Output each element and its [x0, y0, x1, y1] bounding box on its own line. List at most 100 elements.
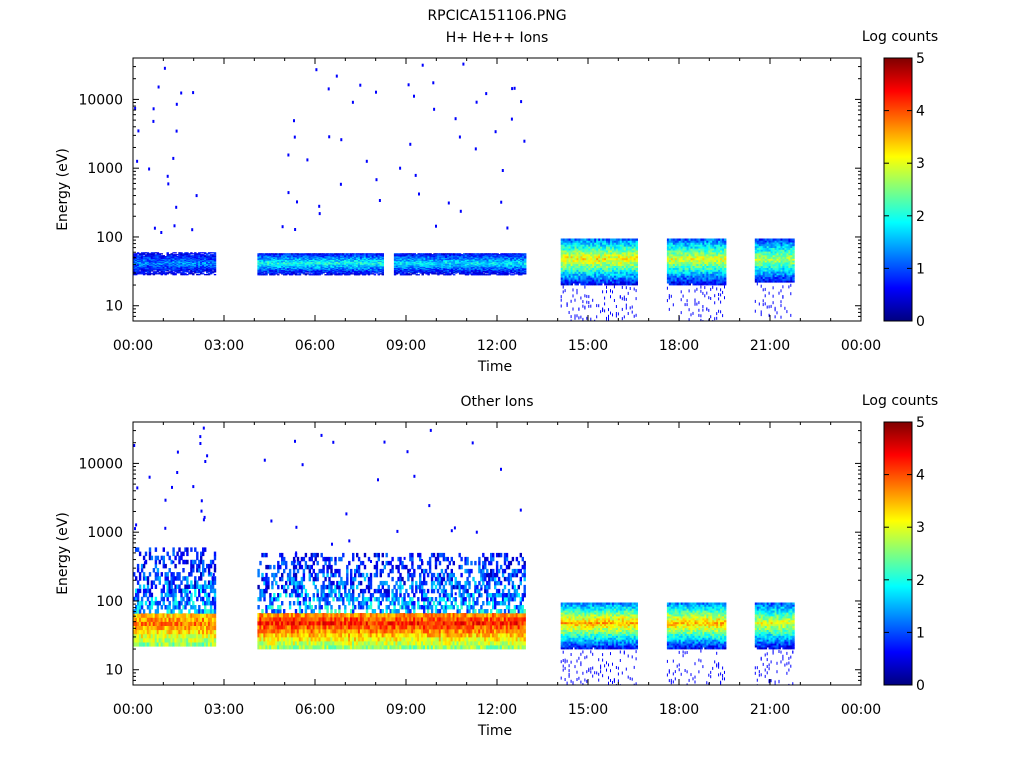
spectrogram-cell [142, 257, 146, 259]
spectrogram-cell [196, 270, 199, 272]
spectrogram-cell [458, 273, 462, 275]
spectrogram-cell [135, 273, 138, 275]
spectrogram-cell [340, 266, 343, 269]
spectrogram-cell [178, 264, 181, 266]
spectrogram-cell [417, 265, 420, 267]
spectrogram-cell [198, 257, 201, 260]
spectrogram-cell [464, 265, 468, 267]
spectrogram-cell [135, 263, 138, 265]
spectrogram-cell [350, 264, 353, 266]
spectrogram-cell [148, 258, 152, 261]
spectrogram-cell [504, 273, 507, 275]
spectrogram-cell [279, 265, 282, 267]
spectrogram-cell [443, 258, 446, 260]
spectrogram-cell [494, 256, 497, 259]
spectrogram-cell [186, 255, 189, 257]
spectrogram-cell [522, 255, 525, 257]
spectrogram-cell [413, 262, 416, 264]
spectrogram-cell [594, 277, 597, 280]
spectrogram-cell [373, 265, 377, 267]
spectrogram-cell [164, 259, 167, 262]
spectrogram-cell [263, 271, 266, 273]
spectrogram-cell [200, 266, 203, 268]
spectrogram-cell [344, 253, 347, 255]
spectrogram-cell [142, 258, 146, 261]
spectrogram-cell [292, 270, 296, 272]
spectrogram-cell [182, 274, 185, 276]
spectrogram-cell [590, 261, 593, 265]
spectrogram-cell [447, 253, 450, 255]
spectrogram-cell [314, 253, 317, 255]
spectrogram-cell [263, 257, 266, 260]
spectrogram-cell [304, 273, 308, 275]
spectrogram-cell [202, 271, 205, 273]
spectrogram-cell [562, 290, 564, 294]
spectrogram-cell [397, 258, 401, 260]
spectrogram-cell [516, 269, 519, 271]
spectrogram-cell [211, 258, 215, 261]
spectrogram-cell [445, 266, 448, 269]
spectrogram-cell [631, 242, 635, 245]
spectrogram-cell [472, 271, 476, 273]
spectrogram-cell [152, 261, 156, 263]
spectrogram-cell [365, 259, 369, 261]
spectrogram-cell [138, 263, 142, 265]
spectrogram-cell [570, 248, 573, 251]
spectrogram-cell [441, 259, 444, 261]
spectrogram-cell [300, 268, 304, 270]
spectrogram-cell [354, 259, 357, 261]
spectrogram-cell [502, 262, 505, 264]
spectrogram-cell [625, 277, 629, 280]
spectrogram-cell [633, 271, 637, 274]
spectrogram-cell [340, 259, 343, 261]
spectrogram-cell [427, 261, 430, 263]
spectrogram-cell [186, 270, 189, 272]
spectrogram-cell [606, 240, 609, 243]
spectrogram-cell [207, 268, 211, 270]
spectrogram-cell [361, 266, 365, 269]
spectrogram-cell [423, 257, 426, 260]
spectrogram-cell [312, 268, 315, 270]
spectrogram-cell [150, 264, 154, 266]
spectrogram-cell [470, 270, 474, 272]
spectrogram-cell [621, 271, 625, 274]
spectrogram-cell [447, 274, 450, 276]
spectrogram-cell [375, 253, 379, 255]
spectrogram-cell [375, 254, 379, 256]
spectrogram-cell [419, 263, 422, 265]
spectrogram-cell [144, 266, 148, 268]
spectrogram-cell [324, 258, 327, 260]
spectrogram-cell [277, 267, 280, 269]
spectrogram-cell [486, 254, 489, 256]
spectrogram-cell [206, 264, 209, 266]
spectrogram-cell [178, 255, 181, 257]
spectrogram-cell [476, 267, 480, 269]
spectrogram-cell [292, 268, 296, 270]
spectrogram-cell [133, 259, 136, 262]
spectrogram-cell [399, 263, 403, 265]
spectrogram-cell [584, 238, 587, 241]
spectrogram-cell [259, 271, 262, 273]
spectrogram-cell [320, 270, 323, 272]
spectrogram-cell [445, 265, 448, 267]
spectrogram-cell [522, 273, 525, 275]
spectrogram-cell [592, 254, 595, 257]
spectrogram-cell [336, 267, 339, 269]
spectrogram-cell [350, 268, 353, 270]
spectrogram-cell [480, 273, 483, 275]
spectrogram-cell [403, 254, 407, 256]
spectrogram-cell [498, 256, 501, 258]
spectrogram-cell [261, 270, 264, 272]
spectrogram-cell [294, 266, 298, 269]
spectrogram-cell [308, 265, 311, 268]
spectrogram-cell [578, 255, 581, 259]
spectrogram-cell [427, 256, 430, 258]
spectrogram-cell [480, 263, 483, 265]
spectrogram-cell [403, 256, 407, 258]
spectrogram-cell [296, 265, 300, 268]
spectrogram-cell [613, 285, 615, 289]
spectrogram-cell [296, 257, 300, 260]
spectrogram-cell [600, 281, 603, 284]
spectrogram-cell [342, 273, 345, 275]
spectrogram-cell [564, 267, 567, 270]
